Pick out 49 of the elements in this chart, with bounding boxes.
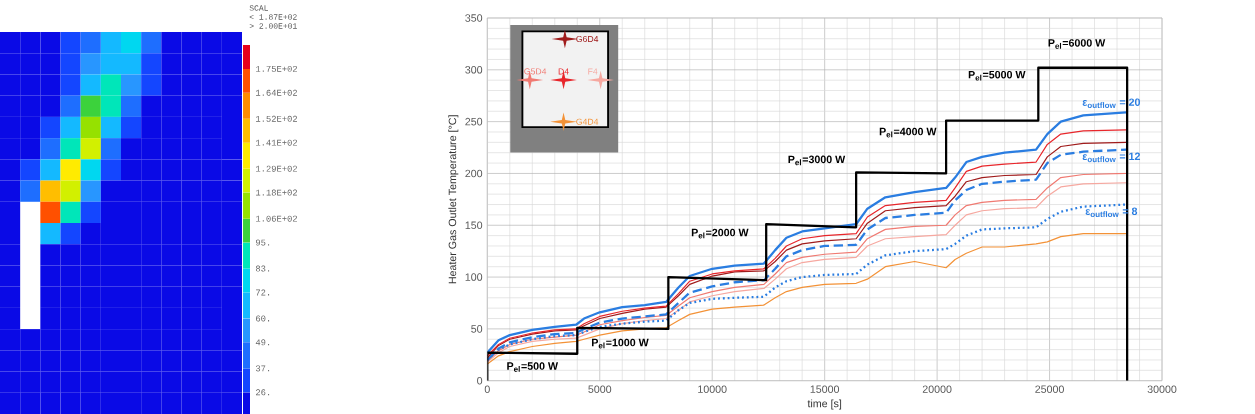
color-bar-label: 60. [256,315,270,322]
text: D4 [558,68,569,75]
text: F4 [588,68,598,75]
annotation: P$_{el}$=5000 W [968,70,1026,81]
annotation: P$_{el}$=4000 W [879,127,937,138]
color-bar-label: 1.18E+02 [256,189,298,196]
y-tick-label: 350 [465,14,483,22]
y-tick-label: 300 [465,66,483,74]
color-bar-label: 72. [256,289,270,296]
y-tick-label: 0 [477,376,483,385]
series-label: ε$_{outflow}$ = 8 [1085,207,1138,218]
x-axis-title: time [s] [807,399,842,410]
color-bar-label: 49. [255,339,270,346]
y-tick-label: 150 [465,221,483,230]
series-label: ε$_{outflow}$ = 12 [1082,152,1141,163]
y-tick-label: 250 [465,117,483,126]
legend-label: G4D4 [576,118,599,125]
x-tick-label: 20000 [922,385,952,393]
color-bar-label: 1.29E+02 [256,165,298,172]
color-bar-label: 1.06E+02 [256,215,298,222]
x-tick-label: 0 [484,385,490,393]
text: > 2.00E+01 [249,23,297,29]
annotation: P$_{el}$=3000 W [788,155,846,166]
y-tick-label: 200 [465,169,483,178]
color-bar-label: 26. [256,389,270,396]
series-label: ε$_{outflow}$ = 20 [1082,98,1141,109]
y-tick-label: 50 [471,325,483,333]
annotation: P$_{el}$=500 W [507,362,559,372]
color-bar-label: 1.75E+02 [256,65,298,72]
color-bar-label: 95. [255,239,270,246]
legend-label: G6D4 [576,35,599,43]
x-tick-label: 10000 [698,385,727,393]
x-tick-label: 15000 [810,385,840,393]
text: G5D4 [524,68,547,75]
color-bar-title: SCAL [249,5,268,11]
color-bar-label: 83. [255,265,270,272]
text: < 1.87E+02 [249,14,297,20]
color-bar-label: 37. [255,365,270,372]
y-tick-label: 100 [465,273,483,281]
color-bar-label: 1.41E+02 [256,139,298,146]
annotation: P$_{el}$=2000 W [691,228,749,239]
color-bar-label: 1.52E+02 [256,115,298,122]
x-tick-label: 30000 [1147,385,1177,393]
annotation: P$_{el}$=1000 W [591,338,649,349]
x-tick-label: 25000 [1035,385,1064,393]
x-tick-label: 5000 [588,385,612,393]
annotation: P$_{el}$=6000 W [1048,39,1106,49]
color-bar-label: 1.64E+02 [256,89,298,96]
y-axis-title: Heater Gas Outlet Temperature [°C] [448,115,459,284]
